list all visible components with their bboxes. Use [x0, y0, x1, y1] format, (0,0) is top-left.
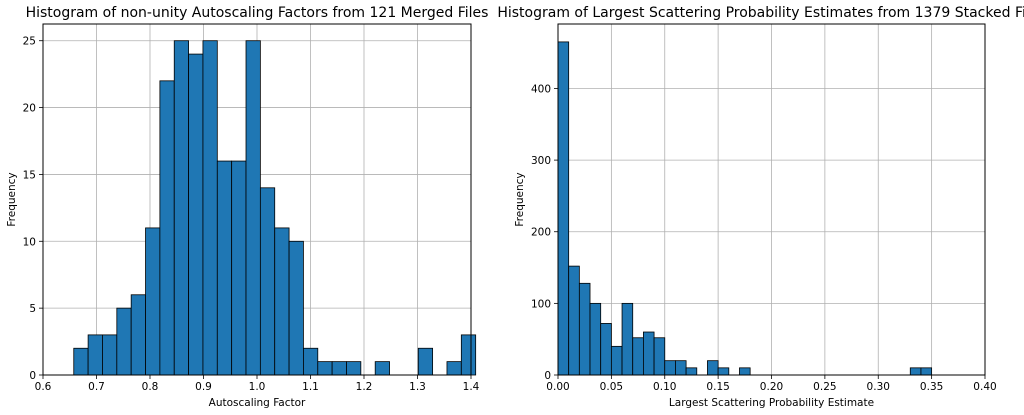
histogram-bar	[202, 40, 218, 376]
histogram-bar	[621, 302, 634, 376]
x-tick-label: 1.0	[249, 381, 266, 393]
histogram-bar	[87, 334, 103, 376]
histogram-bar	[589, 302, 602, 376]
histogram-bar	[130, 294, 146, 376]
y-tick-label: 0	[544, 370, 551, 382]
histogram-bar	[632, 337, 644, 376]
x-tick-label: 0.9	[195, 381, 212, 393]
histogram-bar	[274, 227, 290, 376]
histogram-bar	[675, 360, 687, 376]
y-axis-label: Frequency	[6, 172, 18, 226]
x-tick-label: 0.15	[706, 381, 729, 393]
x-axis-label: Autoscaling Factor	[209, 397, 306, 409]
histogram-bar	[303, 347, 319, 376]
ticks: 0.00 0.05 0.10 0.15 0.20 0.25 0.30 0.35 0.40 0 100…	[531, 83, 997, 393]
x-tick-label: 0.6	[35, 381, 52, 393]
x-tick-label: 0.20	[760, 381, 783, 393]
x-tick-label: 0.00	[546, 381, 569, 393]
x-tick-label: 0.05	[600, 381, 623, 393]
histogram-bar	[610, 345, 623, 376]
histogram-bar	[73, 347, 89, 376]
histogram-bar	[102, 334, 118, 376]
y-tick-label: 10	[23, 236, 36, 248]
x-tick-label: 0.40	[973, 381, 996, 393]
x-axis-label: Largest Scattering Probability Estimate	[669, 397, 874, 409]
histogram-bar	[231, 160, 247, 376]
histogram-bar	[568, 265, 580, 376]
chart-title: Histogram of non-unity Autoscaling Facto…	[26, 5, 489, 21]
histogram-bar	[288, 240, 304, 376]
histogram-bar	[417, 347, 434, 376]
x-tick-label: 0.8	[142, 381, 159, 393]
x-tick-label: 1.4	[463, 381, 480, 393]
y-axis-label: Frequency	[514, 172, 526, 226]
bars	[73, 40, 477, 376]
y-tick-label: 200	[531, 227, 551, 239]
y-tick-label: 15	[23, 169, 36, 181]
histogram-bar	[578, 282, 591, 376]
histogram-bar	[643, 331, 655, 376]
x-tick-label: 0.30	[867, 381, 890, 393]
histogram-bar	[653, 337, 666, 376]
y-tick-label: 5	[29, 303, 36, 315]
histogram-bar	[145, 227, 161, 376]
x-tick-label: 1.3	[409, 381, 426, 393]
autoscaling-histogram: 0.6 0.7 0.8 0.9 1.0 1.1 1.2 1.3 1.4 0 5 10 15 20 25 Hi…	[6, 5, 488, 409]
x-tick-label: 0.7	[88, 381, 105, 393]
y-tick-label: 300	[531, 155, 551, 167]
histogram-bar	[216, 160, 233, 376]
y-tick-label: 20	[23, 103, 36, 115]
histogram-bar	[245, 40, 261, 376]
chart-title: Histogram of Largest Scattering Probabil…	[497, 5, 1024, 21]
y-tick-label: 400	[531, 83, 551, 95]
histogram-bar	[346, 361, 362, 376]
histogram-bar	[685, 367, 698, 376]
histogram-bar	[707, 360, 719, 376]
histogram-bar	[259, 187, 276, 376]
ticks: 0.6 0.7 0.8 0.9 1.0 1.1 1.2 1.3 1.4 0 5 10 15 20 25	[23, 36, 480, 393]
x-tick-label: 0.35	[920, 381, 943, 393]
histogram-bar	[159, 80, 175, 376]
histogram-bar	[116, 307, 132, 376]
histogram-bar	[317, 361, 333, 376]
histogram-bar	[920, 367, 933, 376]
histogram-bar	[460, 334, 477, 376]
histogram-bar	[188, 53, 204, 376]
y-tick-label: 0	[29, 370, 36, 382]
y-tick-label: 100	[531, 298, 551, 310]
histogram-bar	[664, 360, 676, 376]
x-tick-label: 1.2	[356, 381, 373, 393]
histogram-bar	[739, 367, 751, 376]
histogram-bar	[173, 40, 189, 376]
histogram-bar	[909, 367, 922, 376]
x-tick-label: 0.25	[813, 381, 836, 393]
histogram-bar	[446, 361, 462, 376]
histogram-bar	[374, 361, 390, 376]
scattering-probability-histogram: 0.00 0.05 0.10 0.15 0.20 0.25 0.30 0.35 0.40 0 100…	[497, 5, 1024, 409]
bars	[557, 41, 933, 376]
x-tick-label: 0.10	[653, 381, 676, 393]
histogram-bar	[717, 367, 730, 376]
histogram-bar	[600, 323, 612, 376]
y-tick-label: 25	[23, 36, 36, 48]
x-tick-label: 1.1	[302, 381, 319, 393]
histogram-bar	[557, 41, 570, 376]
histogram-bar	[331, 361, 347, 376]
